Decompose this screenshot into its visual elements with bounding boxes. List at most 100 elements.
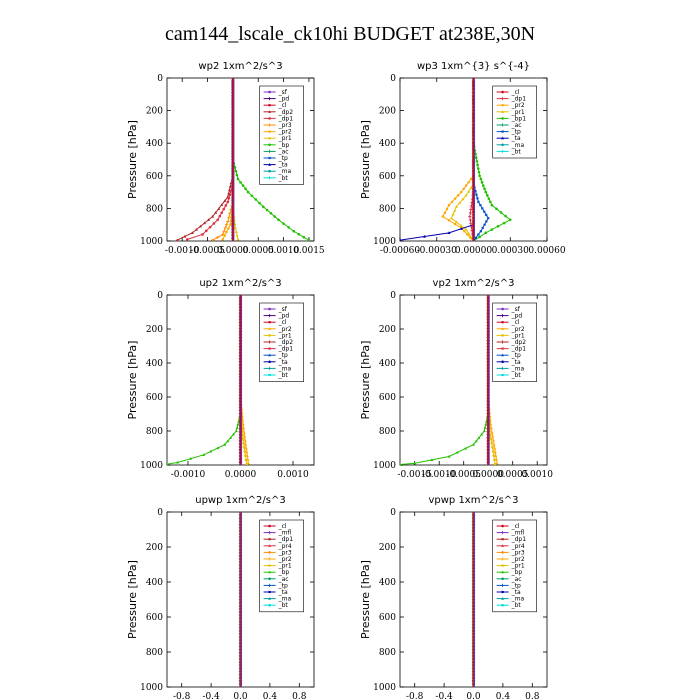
- data-point: [483, 223, 486, 226]
- series-dp1: [185, 78, 235, 241]
- x-tick-label: 0.00060: [528, 246, 565, 256]
- y-tick-label: 600: [379, 172, 396, 182]
- legend-marker: [268, 136, 272, 140]
- legend-label: _ma: [278, 365, 292, 372]
- legend-label: _ma: [278, 168, 292, 175]
- data-point: [244, 446, 248, 450]
- data-point: [221, 238, 224, 241]
- x-tick-label: -0.4: [202, 692, 220, 700]
- data-point: [400, 462, 402, 465]
- legend-label: _ta: [278, 359, 288, 366]
- legend-marker: [268, 149, 272, 153]
- legend: _cl_mfl_dp1_pr4_pr3_pr2_pr1_bp_ac_tp_ta_…: [492, 519, 537, 613]
- legend-marker: [268, 597, 272, 600]
- x-tick-label: 0.4: [496, 692, 511, 700]
- y-axis-label: Pressure [hPa]: [359, 120, 372, 199]
- legend-label: _ac: [511, 576, 522, 583]
- legend-label: _cl: [278, 102, 287, 109]
- legend-label: _pr2: [278, 326, 292, 333]
- data-point: [459, 227, 463, 230]
- legend-label: _pr2: [511, 556, 525, 563]
- data-point: [468, 214, 472, 219]
- legend-label: _bt: [278, 175, 289, 182]
- legend-marker: [268, 340, 272, 344]
- y-tick-label: 600: [146, 613, 163, 623]
- legend-label: _dp1: [511, 96, 527, 103]
- data-point: [462, 187, 465, 190]
- x-tick-label: -0.0010: [165, 246, 200, 256]
- y-tick-label: 0: [390, 291, 396, 301]
- legend-marker: [268, 169, 271, 173]
- data-point: [464, 193, 468, 197]
- y-tick-label: 800: [146, 204, 163, 214]
- y-tick-label: 0: [157, 291, 163, 301]
- y-tick-label: 200: [379, 325, 396, 335]
- data-point: [224, 223, 229, 227]
- data-point: [481, 207, 484, 210]
- data-point: [209, 449, 213, 453]
- data-point: [413, 461, 417, 465]
- legend-label: _bt: [278, 602, 289, 609]
- legend-label: _bt: [511, 372, 522, 379]
- data-point: [287, 226, 290, 229]
- x-tick-label: 0.0010: [277, 470, 309, 480]
- data-point: [474, 236, 478, 239]
- legend-label: _ma: [511, 365, 525, 372]
- y-tick-label: 200: [379, 543, 396, 553]
- y-tick-label: 200: [146, 325, 163, 335]
- legend-label: _mfl: [511, 530, 525, 537]
- y-tick-label: 600: [379, 613, 396, 623]
- data-point: [273, 215, 277, 218]
- legend-marker: [268, 321, 271, 324]
- legend-marker: [501, 97, 505, 101]
- data-point: [485, 220, 488, 223]
- x-tick-label: 0.0: [233, 692, 248, 700]
- panel-title: vp2 1xm^2/s^3: [433, 278, 515, 289]
- data-point: [244, 454, 247, 457]
- x-tick-label: 0.0005: [497, 470, 529, 480]
- x-tick-label: -0.8: [406, 692, 424, 700]
- panel-title: upwp 1xm^2/s^3: [195, 495, 285, 506]
- series-group: [471, 512, 476, 687]
- legend: _sf_pd_cl_pr2_pr1_dp2_dp1_tp_ta_ma_bt: [492, 302, 537, 382]
- data-point: [443, 211, 447, 214]
- data-point: [502, 221, 506, 225]
- data-point: [185, 238, 189, 241]
- data-point: [211, 238, 215, 241]
- series-ta: [400, 78, 475, 241]
- data-point: [484, 190, 488, 194]
- data-point: [212, 222, 216, 225]
- legend-marker: [268, 347, 271, 350]
- y-tick-label: 600: [146, 172, 163, 182]
- legend-label: _sf: [511, 306, 521, 313]
- data-point: [243, 434, 247, 438]
- panel-title: up2 1xm^2/s^3: [199, 278, 281, 289]
- y-axis-label: Pressure [hPa]: [126, 120, 139, 199]
- data-point: [492, 443, 496, 446]
- legend-label: _ma: [511, 142, 525, 149]
- data-point: [190, 231, 194, 234]
- x-tick-label: 0.00000: [455, 246, 492, 256]
- y-axis-label: Pressure [hPa]: [359, 560, 372, 639]
- legend-label: _pr2: [511, 102, 525, 109]
- data-point: [455, 450, 459, 454]
- data-point: [241, 437, 245, 441]
- legend-label: _cl: [511, 523, 520, 530]
- x-tick-label: 0.0000: [225, 470, 257, 480]
- data-point: [483, 210, 486, 213]
- legend: _sf_pd_cl_pr2_pr1_dp2_dp1_tp_ta_ma_bt: [259, 302, 304, 382]
- data-point: [208, 225, 212, 229]
- data-point: [469, 235, 473, 239]
- data-point: [465, 184, 468, 187]
- data-point: [167, 462, 169, 465]
- y-tick-label: 1000: [140, 461, 163, 471]
- legend-label: _tp: [278, 155, 288, 162]
- data-point: [239, 181, 242, 184]
- data-point: [490, 228, 494, 231]
- data-point: [460, 191, 463, 194]
- data-point: [223, 234, 226, 237]
- data-point: [489, 200, 492, 204]
- data-point: [250, 194, 254, 198]
- legend-marker: [501, 340, 505, 344]
- legend-marker: [501, 544, 505, 547]
